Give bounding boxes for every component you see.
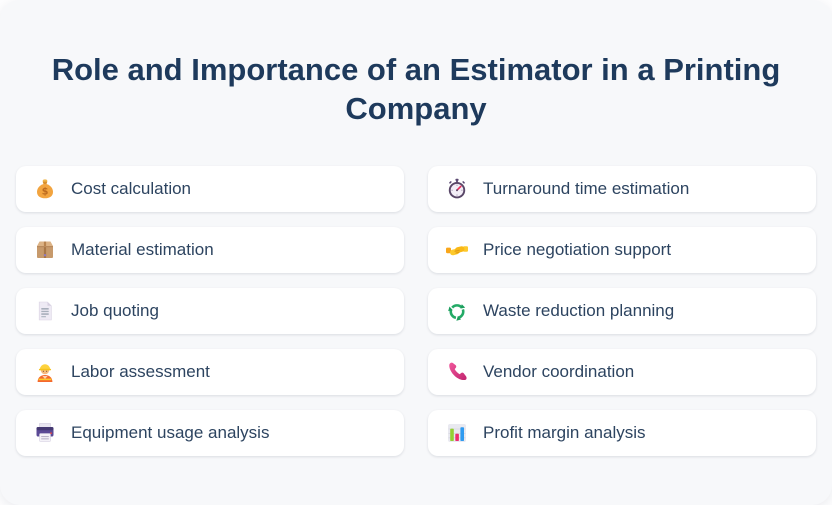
list-item-label: Material estimation [71,240,214,259]
list-item-label: Price negotiation support [483,240,672,259]
list-item: Profit margin analysis [428,410,816,456]
list-item: Vendor coordination [428,349,816,395]
bar-chart-icon [445,421,469,445]
construction-worker-icon [33,360,57,384]
telephone-receiver-icon [445,360,469,384]
svg-text:$: $ [42,187,49,198]
list-item-label: Cost calculation [71,179,192,198]
recycle-icon [445,299,469,323]
list-item-label: Profit margin analysis [483,423,646,442]
list-item: Material estimation [16,227,404,273]
money-bag-icon: $ [33,177,57,201]
list-item-label: Job quoting [71,301,159,320]
handshake-icon [445,238,469,262]
page-title: Role and Importance of an Estimator in a… [51,52,781,126]
list-item: Turnaround time estimation [428,166,816,212]
list-item: Waste reduction planning [428,288,816,334]
document-icon [33,299,57,323]
list-item-label: Labor assessment [71,362,210,381]
list-item-label: Equipment usage analysis [71,423,270,442]
list-item: Job quoting [16,288,404,334]
package-icon [33,238,57,262]
stopwatch-icon [445,177,469,201]
list-item-label: Turnaround time estimation [483,179,690,198]
list-item: $ Cost calculation [16,166,404,212]
list-item: Equipment usage analysis [16,410,404,456]
printer-icon [33,421,57,445]
list-item-label: Vendor coordination [483,362,635,381]
list-item: Labor assessment [16,349,404,395]
list-item-label: Waste reduction planning [483,301,675,320]
items-grid: $ Cost calculation Material estimation [16,166,816,456]
list-item: Price negotiation support [428,227,816,273]
